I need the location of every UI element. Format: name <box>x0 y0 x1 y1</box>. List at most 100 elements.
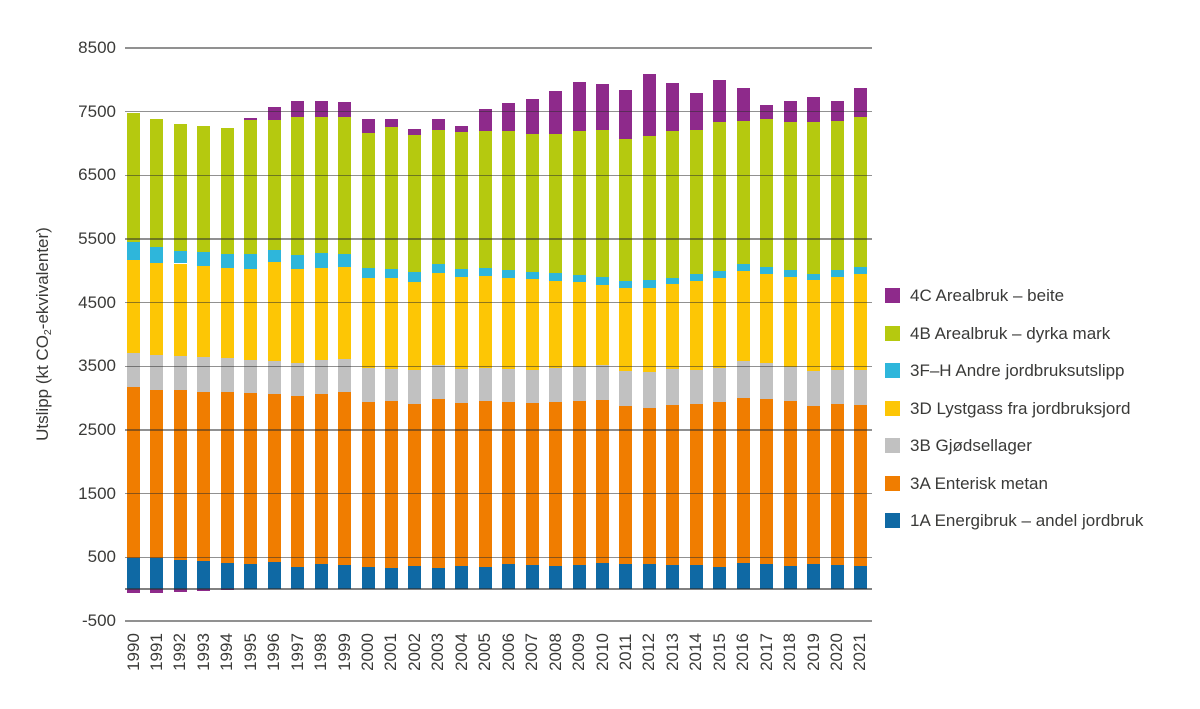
bar-segment <box>150 119 164 247</box>
bar-segment <box>150 262 164 356</box>
bar-segment <box>736 563 750 590</box>
bar-segment <box>197 125 211 253</box>
x-tick-label: 2003 <box>428 633 448 671</box>
bar-segment <box>267 106 281 121</box>
x-tick-label: 1992 <box>170 633 190 671</box>
bar-segment <box>244 359 258 394</box>
gridline <box>125 238 872 240</box>
bar-segment <box>291 254 305 270</box>
bar-segment <box>572 565 586 590</box>
bar-segment <box>666 284 680 369</box>
bar-segment <box>853 88 867 118</box>
bar-segment <box>525 99 539 134</box>
gridline <box>125 110 872 113</box>
x-tick-label: 1999 <box>334 633 354 671</box>
legend-label: 1A Energibruk – andel jordbruk <box>910 511 1144 530</box>
legend-swatch <box>885 363 900 378</box>
bar-segment <box>502 277 516 369</box>
legend-swatch <box>885 475 900 491</box>
bar-segment <box>619 370 633 406</box>
bar-segment <box>338 253 352 267</box>
bar-segment <box>173 356 187 391</box>
bar-segment <box>853 405 867 567</box>
bar-segment <box>549 273 563 282</box>
bar-segment <box>502 564 516 590</box>
bar-segment <box>807 96 821 122</box>
bar-segment <box>807 371 821 407</box>
bar-segment <box>338 101 352 118</box>
bar-segment <box>384 368 398 402</box>
bar-segment <box>127 387 140 558</box>
x-tick-label: 1993 <box>193 633 213 671</box>
bar-segment <box>431 119 445 131</box>
y-tick-label: 5500 <box>78 229 116 248</box>
bar-segment <box>830 565 844 590</box>
bar-segment <box>596 562 609 590</box>
bar-segment <box>783 269 797 277</box>
bar-segment <box>384 126 398 269</box>
bar-segment <box>807 273 821 281</box>
x-tick-label: 2006 <box>498 633 518 671</box>
bar-segment <box>502 368 516 402</box>
bar-segment <box>666 277 680 285</box>
bar-segment <box>689 130 703 274</box>
bar-segment <box>853 566 867 590</box>
bar-segment <box>150 355 164 390</box>
x-tick-label: 2009 <box>569 633 589 671</box>
bar-segment <box>361 132 375 268</box>
bar-segment <box>572 281 586 367</box>
bar-segment <box>173 589 187 593</box>
y-tick-label: 7500 <box>78 101 116 121</box>
bar-segment <box>267 120 281 250</box>
bar-segment <box>408 404 422 566</box>
bar-segment <box>197 266 211 358</box>
bar-segment <box>642 372 656 408</box>
bar-segment <box>666 565 680 590</box>
bar-segment <box>455 276 469 369</box>
bar-segment <box>736 120 750 265</box>
legend-label: 4B Arealbruk – dyrka mark <box>910 323 1111 343</box>
bar-segment <box>830 276 844 370</box>
bar-segment <box>783 276 797 367</box>
bar-segment <box>361 401 375 567</box>
bar-segment <box>830 120 844 270</box>
bar-segment <box>267 249 281 263</box>
bar-segment <box>619 138 633 281</box>
bar-segment <box>596 129 609 277</box>
bar-segment <box>807 564 821 590</box>
bar-segment <box>408 134 422 272</box>
x-tick-label: 2018 <box>780 633 800 671</box>
bar-segment <box>689 280 703 370</box>
gridline <box>125 556 872 559</box>
bar-segment <box>642 564 656 590</box>
y-tick-label: 4500 <box>78 292 116 312</box>
bar-segment <box>736 264 750 271</box>
bar-segment <box>291 362 305 397</box>
bar-segment <box>314 360 328 395</box>
x-tick-label: 1995 <box>240 633 260 671</box>
gridline <box>125 174 872 177</box>
bar-segment <box>127 352 140 387</box>
bar-segment <box>572 81 586 132</box>
bar-segment <box>244 253 258 269</box>
bar-segment <box>525 402 539 566</box>
legend-item: 4C Arealbruk – beite <box>885 286 1143 305</box>
bar-segment <box>596 83 609 130</box>
bar-segment <box>244 120 258 254</box>
legend-swatch <box>885 325 900 341</box>
bar-segment <box>807 406 821 565</box>
y-tick-label: 2500 <box>78 420 116 439</box>
legend-label: 4C Arealbruk – beite <box>910 286 1065 305</box>
bar-segment <box>314 564 328 590</box>
x-tick-label: 1996 <box>264 633 284 671</box>
bar-segment <box>478 401 492 567</box>
bar-segment <box>549 90 563 135</box>
bar-segment <box>525 565 539 590</box>
bar-segment <box>314 267 328 361</box>
x-tick-label: 2007 <box>522 633 542 671</box>
bar-segment <box>431 273 445 366</box>
bar-segment <box>689 565 703 590</box>
bar-segment <box>689 274 703 281</box>
bar-segment <box>150 589 164 593</box>
bar-segment <box>666 368 680 406</box>
